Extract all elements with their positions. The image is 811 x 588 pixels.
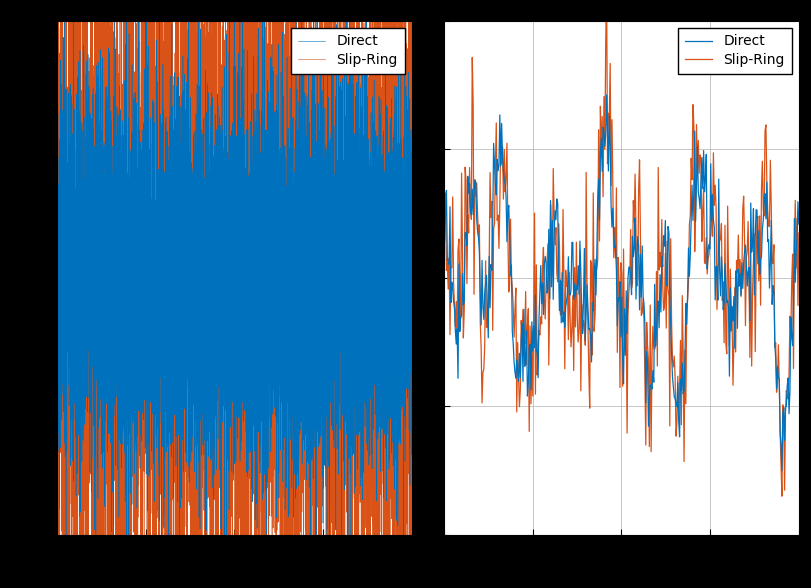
Slip-Ring	[696, 156, 706, 163]
Direct	[697, 185, 707, 192]
Slip-Ring	[52, 297, 62, 304]
Slip-Ring	[663, 285, 673, 292]
Line: Slip-Ring: Slip-Ring	[57, 0, 412, 588]
Direct	[555, 307, 564, 314]
Direct	[696, 179, 706, 186]
Slip-Ring	[439, 275, 448, 282]
Legend: Direct, Slip-Ring: Direct, Slip-Ring	[290, 28, 405, 74]
Slip-Ring	[580, 323, 590, 330]
Direct	[482, 272, 491, 279]
Slip-Ring	[777, 493, 787, 500]
Direct	[388, 238, 398, 245]
Slip-Ring	[73, 303, 83, 310]
Direct	[580, 245, 590, 252]
Direct	[73, 313, 83, 320]
Slip-Ring	[388, 145, 398, 152]
Line: Slip-Ring: Slip-Ring	[444, 0, 799, 496]
Slip-Ring	[555, 242, 564, 249]
Direct	[407, 218, 417, 225]
Slip-Ring	[697, 207, 707, 214]
Slip-Ring	[67, 576, 76, 583]
Direct	[225, 218, 235, 225]
Direct	[67, 245, 76, 252]
Slip-Ring	[54, 185, 63, 192]
Direct	[54, 338, 63, 345]
Slip-Ring	[482, 324, 491, 331]
Direct	[602, 92, 611, 99]
Direct	[663, 223, 673, 230]
Direct	[794, 220, 804, 228]
Line: Direct: Direct	[57, 0, 412, 588]
Direct	[439, 174, 448, 181]
Direct	[122, 279, 131, 286]
Legend: Direct, Slip-Ring: Direct, Slip-Ring	[678, 28, 792, 74]
Slip-Ring	[407, 377, 417, 384]
Direct	[777, 467, 787, 475]
Line: Direct: Direct	[444, 95, 799, 471]
Direct	[52, 230, 62, 238]
Slip-Ring	[794, 229, 804, 236]
